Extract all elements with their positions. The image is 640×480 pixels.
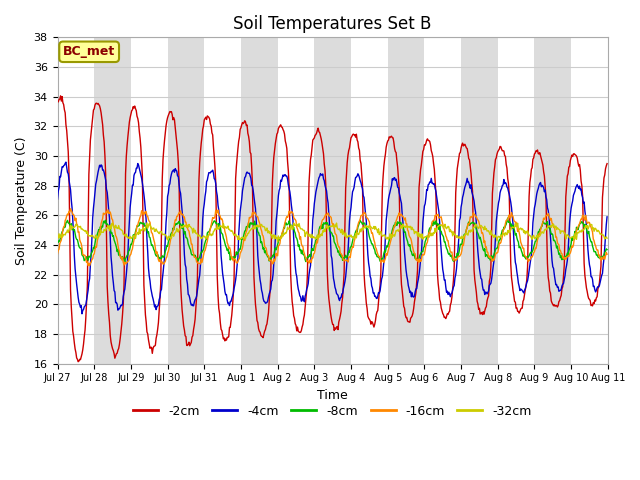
Title: Soil Temperatures Set B: Soil Temperatures Set B [234, 15, 432, 33]
Bar [461, 37, 498, 364]
Bar [94, 37, 131, 364]
Y-axis label: Soil Temperature (C): Soil Temperature (C) [15, 136, 28, 265]
X-axis label: Time: Time [317, 389, 348, 402]
Legend: -2cm, -4cm, -8cm, -16cm, -32cm: -2cm, -4cm, -8cm, -16cm, -32cm [129, 400, 537, 423]
Bar [168, 37, 204, 364]
Bar [241, 37, 278, 364]
Bar [388, 37, 424, 364]
Bar [534, 37, 571, 364]
Text: BC_met: BC_met [63, 45, 115, 58]
Bar [314, 37, 351, 364]
